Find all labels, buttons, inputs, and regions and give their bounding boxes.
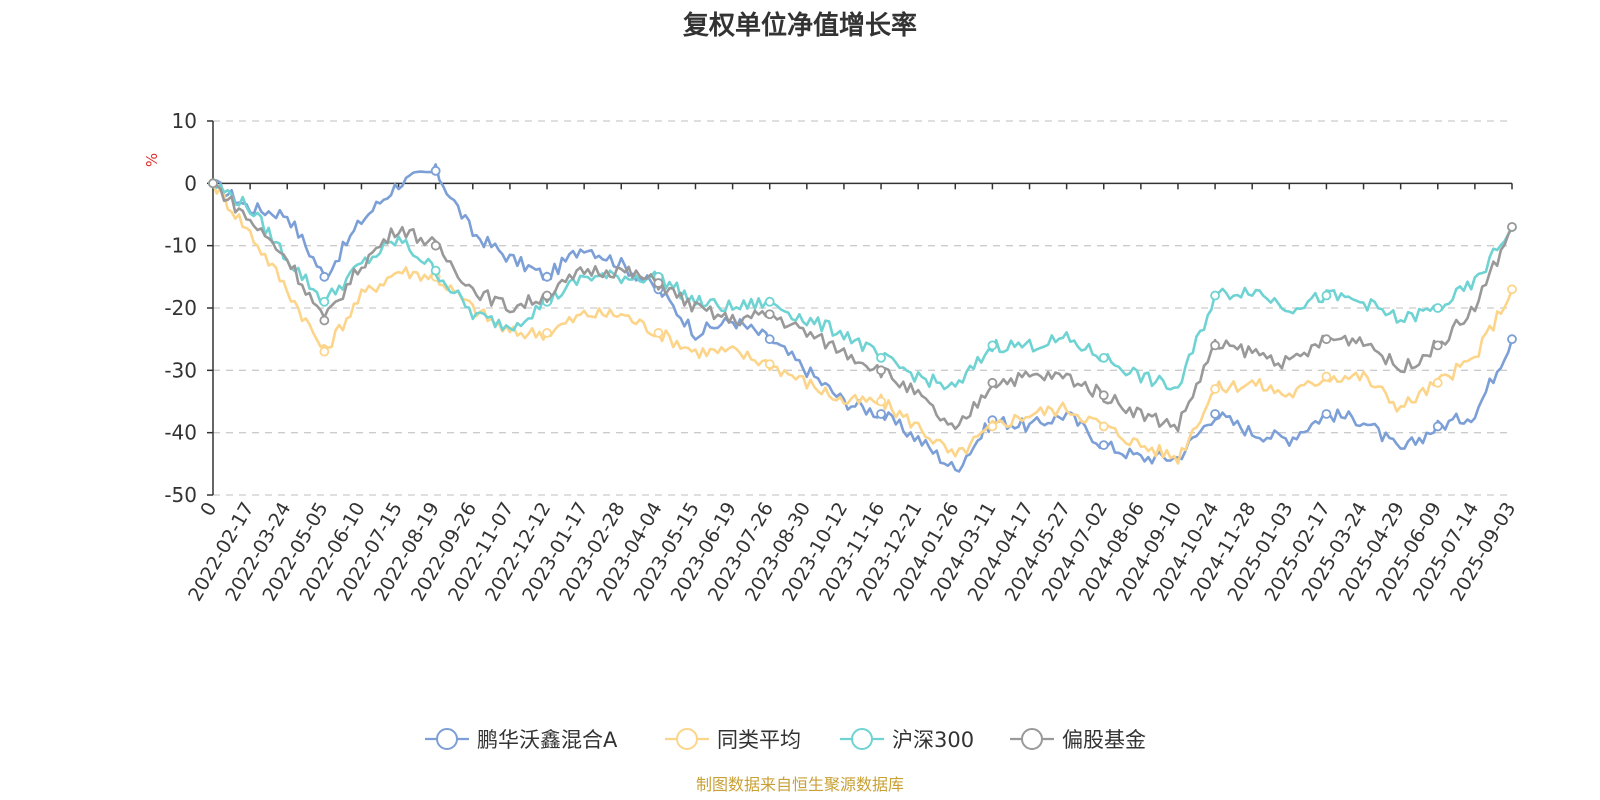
series-point-0 (1210, 409, 1220, 419)
axes: 100-10-20-30-40-5002022-02-172022-03-242… (164, 109, 1520, 605)
y-tick-label: -40 (164, 421, 197, 445)
series-point-3 (1432, 340, 1443, 351)
y-tick-label: -20 (164, 296, 197, 320)
chart-title: 复权单位净值增长率 (683, 10, 917, 41)
series-point-0 (876, 409, 886, 419)
series-point-1 (876, 396, 886, 407)
legend-swatch-marker (1021, 728, 1043, 750)
y-tick-label: 10 (172, 109, 197, 133)
legend-item-3[interactable]: 偏股基金 (1010, 728, 1146, 752)
legend-label: 同类平均 (717, 728, 801, 752)
series-point-0 (1098, 440, 1109, 451)
series-point-3 (653, 278, 664, 288)
series-point-3 (1210, 340, 1220, 351)
series-point-0 (1432, 421, 1443, 432)
series-point-3 (1507, 222, 1517, 232)
series-point-0 (764, 334, 775, 345)
series-point-2 (1210, 290, 1220, 301)
series-point-1 (764, 359, 775, 370)
series-point-0 (430, 165, 441, 176)
series-point-1 (319, 346, 330, 357)
series-point-3 (319, 315, 330, 326)
legend-swatch-marker (676, 728, 698, 750)
series-point-2 (1098, 352, 1109, 363)
series-line-2 (212, 182, 1514, 391)
legend-swatch-marker (851, 728, 873, 750)
series-point-1 (542, 328, 552, 338)
series-point-2 (987, 340, 998, 351)
x-tick-label: 0 (196, 499, 221, 520)
legend-item-1[interactable]: 同类平均 (665, 728, 801, 752)
y-tick-label: -30 (164, 358, 197, 382)
series-lines (208, 163, 1517, 473)
series-point-2 (1321, 290, 1332, 301)
series-line-3 (212, 182, 1514, 433)
series-point-1 (1210, 384, 1220, 394)
series-point-0 (1321, 409, 1332, 419)
series-point-0 (542, 271, 552, 282)
series-point-1 (653, 328, 664, 338)
legend-item-2[interactable]: 沪深300 (840, 728, 974, 752)
series-point-2 (319, 296, 330, 307)
series-point-1 (1321, 371, 1332, 382)
series-point-3 (430, 240, 441, 251)
legend-swatch-marker (436, 728, 458, 750)
y-tick-label: 0 (184, 171, 197, 195)
series-point-1 (1432, 377, 1443, 388)
series-point-1 (987, 421, 998, 432)
legend-label: 沪深300 (892, 728, 974, 752)
series-point-0 (1507, 334, 1517, 345)
series-line-1 (211, 182, 1514, 465)
series-point-2 (764, 296, 775, 307)
legend-item-0[interactable]: 鹏华沃鑫混合A (425, 728, 618, 752)
legend-label: 偏股基金 (1062, 728, 1146, 752)
series-point-3 (1098, 390, 1109, 401)
series-point-3 (542, 290, 552, 301)
legend-label: 鹏华沃鑫混合A (477, 728, 618, 752)
series-point-1 (1507, 284, 1517, 295)
legend[interactable]: 鹏华沃鑫混合A 同类平均 沪深300 偏股基金 (425, 728, 1146, 752)
series-point-2 (1432, 303, 1443, 313)
series-point-3 (1321, 334, 1332, 345)
series-point-2 (876, 352, 886, 363)
series-point-1 (1098, 421, 1109, 432)
y-tick-label: -50 (164, 483, 197, 507)
series-line-0 (212, 163, 1514, 473)
series-point-3 (764, 309, 775, 320)
y-axis-unit: % (143, 153, 161, 167)
series-point-3 (987, 377, 998, 388)
source-note: 制图数据来自恒生聚源数据库 (696, 775, 904, 794)
series-point-2 (430, 265, 441, 276)
series-point-3 (208, 178, 218, 189)
y-tick-label: -10 (164, 234, 197, 258)
series-point-3 (876, 365, 886, 376)
series-point-0 (319, 271, 330, 282)
